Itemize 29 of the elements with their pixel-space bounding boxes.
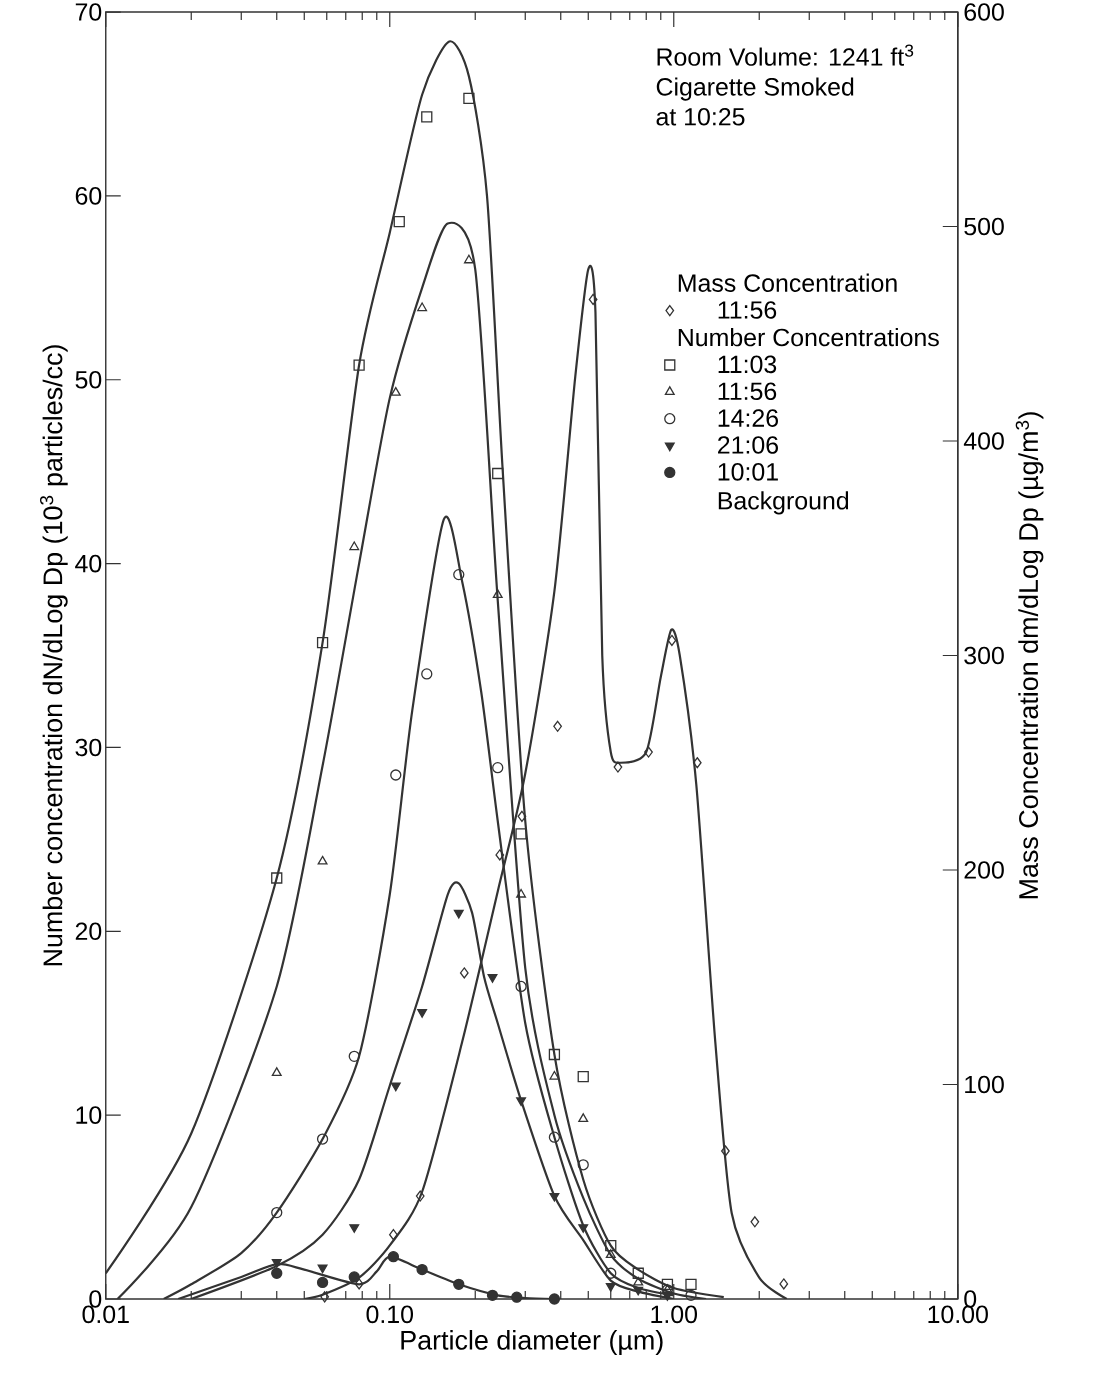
y2-tick-label: 600	[964, 3, 1004, 21]
y-tick-label: 30	[75, 738, 102, 757]
y-axis-title: Number concentration dN/dLog Dp (10$^{3}$ particles/cc)	[40, 345, 68, 966]
annotation: Cigarette Smoked	[656, 77, 854, 101]
y2-tick-label: 400	[963, 432, 1004, 450]
y-tick-label: 50	[75, 370, 102, 389]
y-tick-label: 60	[75, 187, 102, 205]
annotation: Room Volume: 1241 ft$^{3}$	[657, 44, 914, 66]
x-tick-label: 1.00	[651, 1305, 698, 1324]
y2-tick-label: 300	[964, 646, 1004, 665]
legend-label: 10:01 Background	[718, 463, 849, 515]
annotation: at 10:25	[656, 107, 745, 126]
legend-label: 11:56	[718, 382, 777, 401]
y-tick-label: 70	[75, 3, 102, 21]
legend-label: 21:06	[718, 436, 779, 454]
annotation: Number Concentrations	[678, 328, 939, 347]
y-tick-label: 40	[75, 554, 102, 573]
y2-axis-title: Mass Concentration dm/dLog Dp (µg/m$^{3}$)	[1015, 412, 1044, 899]
legend-label: 11:03	[718, 355, 777, 374]
y2-tick-label: 200	[964, 861, 1004, 879]
x-axis-title: Particle diameter (µm)	[401, 1329, 663, 1356]
legend-label: 14:26	[718, 409, 779, 427]
y2-tick-label: 100	[965, 1075, 1004, 1094]
y-tick-label: 10	[76, 1106, 102, 1124]
x-tick-label: 0.10	[366, 1305, 414, 1324]
y2-tick-label: 500	[964, 217, 1004, 236]
y-tick-label: 20	[75, 922, 102, 941]
annotation: Mass Concentration	[678, 273, 897, 292]
legend-label: 11:56	[718, 301, 777, 319]
